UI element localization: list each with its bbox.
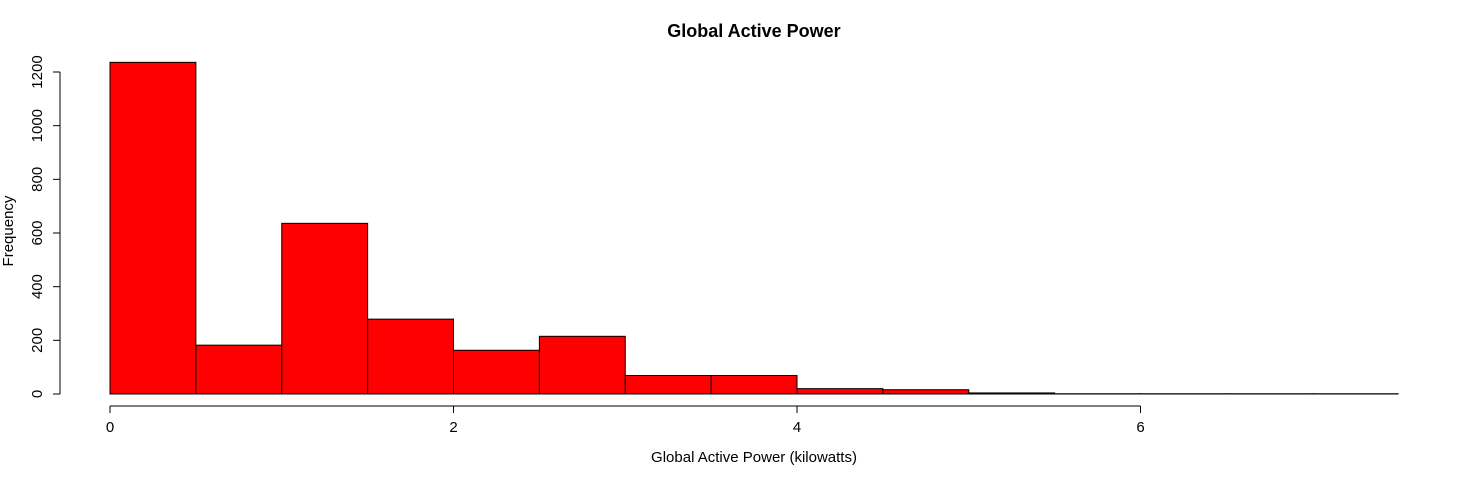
bars-group bbox=[109, 61, 1399, 395]
y-tick-label: 1200 bbox=[29, 55, 46, 88]
x-tick-label: 6 bbox=[1136, 419, 1144, 436]
histogram-bar bbox=[624, 374, 712, 395]
histogram-bar bbox=[710, 374, 798, 395]
y-tick-label: 0 bbox=[29, 390, 46, 398]
histogram-bar bbox=[882, 389, 970, 395]
chart-title: Global Active Power bbox=[667, 21, 840, 41]
y-axis-label: Frequency bbox=[0, 195, 17, 266]
histogram-bar bbox=[538, 335, 626, 395]
x-axis-label: Global Active Power (kilowatts) bbox=[651, 449, 857, 466]
histogram-bar bbox=[195, 344, 283, 395]
x-axis: 0 2 4 6 bbox=[106, 405, 1145, 436]
histogram-bar bbox=[796, 388, 884, 395]
histogram-bar bbox=[109, 61, 197, 395]
histogram-bar bbox=[281, 222, 369, 395]
x-tick-label: 0 bbox=[106, 419, 114, 436]
y-tick-label: 200 bbox=[29, 328, 46, 353]
y-tick-label: 600 bbox=[29, 220, 46, 245]
y-tick-label: 1000 bbox=[29, 109, 46, 142]
x-tick-label: 2 bbox=[449, 419, 457, 436]
y-tick-label: 800 bbox=[29, 167, 46, 192]
histogram-bar bbox=[968, 392, 1056, 395]
histogram-bar bbox=[367, 318, 454, 395]
histogram-bar bbox=[453, 349, 540, 395]
y-axis: 0 200 400 600 800 1000 1200 bbox=[29, 55, 61, 398]
x-tick-label: 4 bbox=[793, 419, 801, 436]
y-tick-label: 400 bbox=[29, 274, 46, 299]
